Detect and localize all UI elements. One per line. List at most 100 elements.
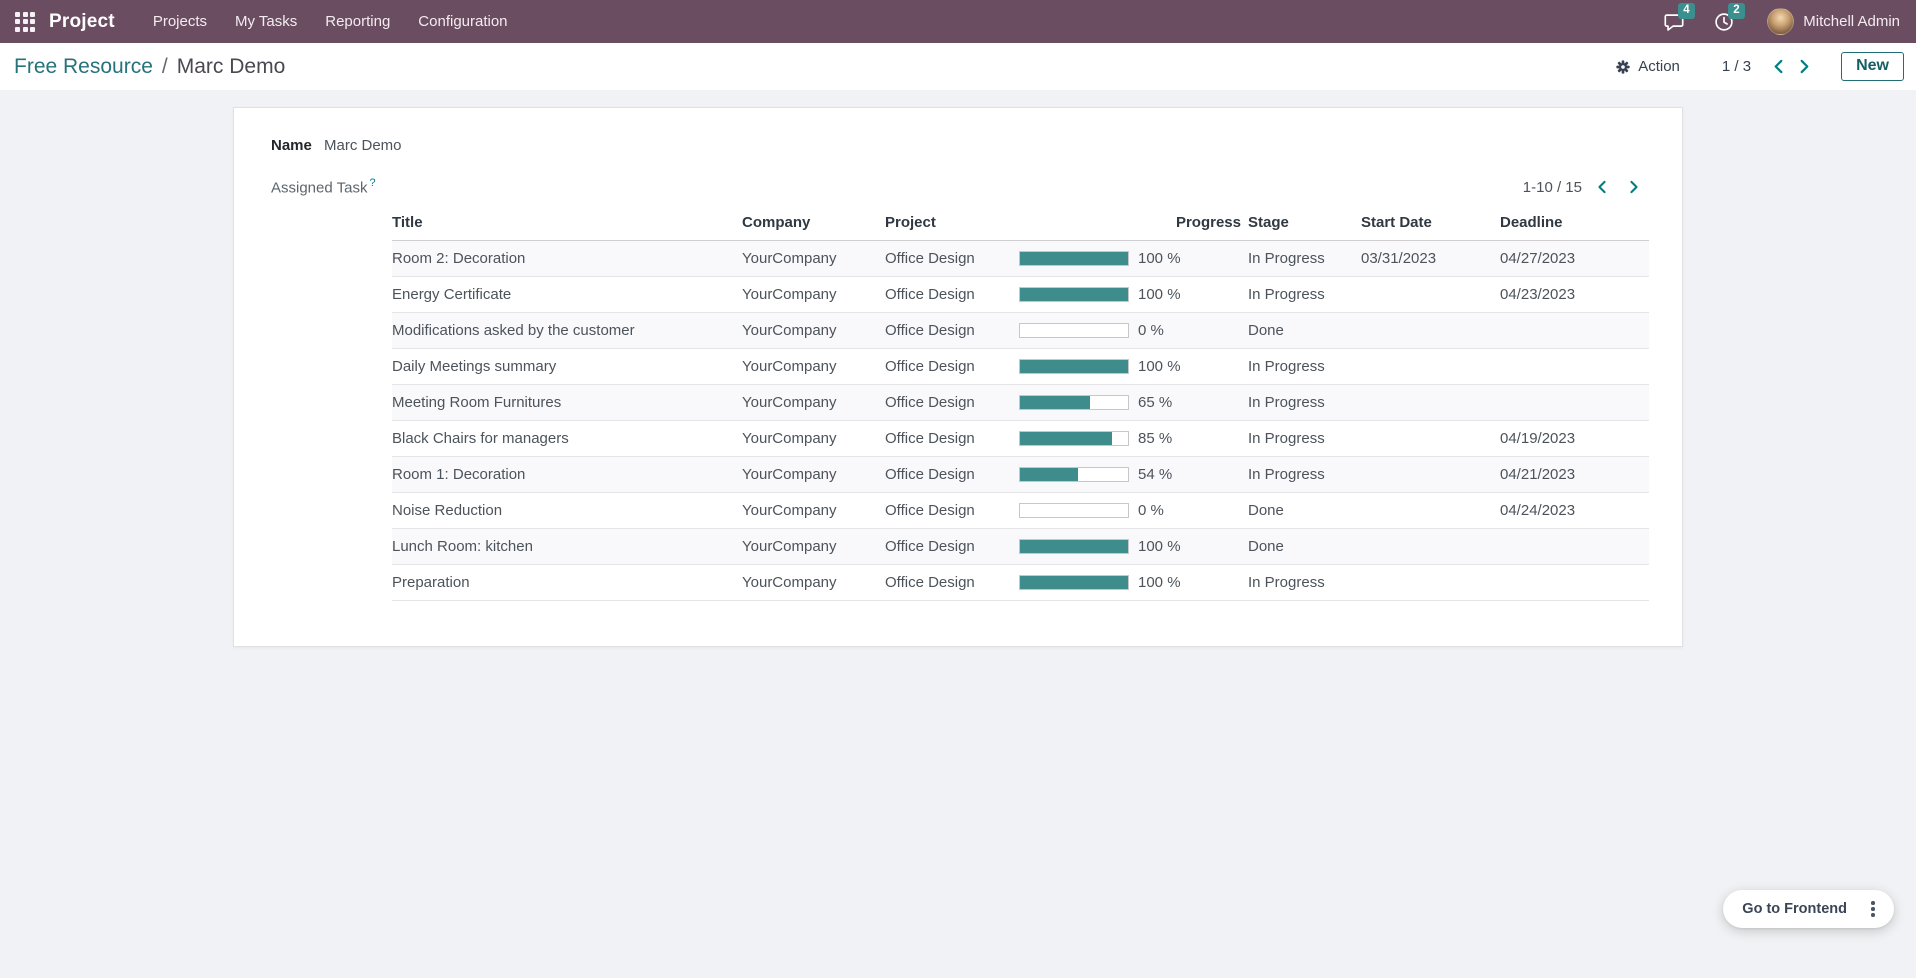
task-row[interactable]: Lunch Room: kitchen YourCompany Office D… <box>392 529 1649 565</box>
cell-stage: In Progress <box>1241 565 1354 601</box>
cell-deadline <box>1493 349 1649 385</box>
progress-bar-fill <box>1020 396 1090 409</box>
task-row[interactable]: Modifications asked by the customer Your… <box>392 313 1649 349</box>
progress-label: 100 % <box>1138 250 1181 267</box>
progress-bar <box>1019 287 1129 302</box>
cell-start-date <box>1354 421 1493 457</box>
progress-label: 65 % <box>1138 394 1172 411</box>
record-pager-previous-button[interactable] <box>1765 54 1791 80</box>
activities-button[interactable]: 2 <box>1713 10 1737 34</box>
cell-start-date <box>1354 313 1493 349</box>
menu-my-tasks[interactable]: My Tasks <box>221 0 311 43</box>
cell-project: Office Design <box>885 457 1019 493</box>
column-header-title[interactable]: Title <box>392 209 742 241</box>
progress-bar <box>1019 251 1129 266</box>
cell-start-date: 03/31/2023 <box>1354 241 1493 277</box>
cell-project: Office Design <box>885 277 1019 313</box>
task-row[interactable]: Noise Reduction YourCompany Office Desig… <box>392 493 1649 529</box>
record-pager-counter: 1 / 3 <box>1722 58 1751 75</box>
menu-projects[interactable]: Projects <box>139 0 221 43</box>
navbar-menu: Projects My Tasks Reporting Configuratio… <box>139 0 522 43</box>
frontend-switcher: Go to Frontend <box>1723 890 1894 928</box>
user-name[interactable]: Mitchell Admin <box>1803 13 1900 30</box>
cell-project: Office Design <box>885 349 1019 385</box>
cell-company: YourCompany <box>742 349 885 385</box>
column-header-company[interactable]: Company <box>742 209 885 241</box>
progress-bar-fill <box>1020 468 1078 481</box>
cell-project: Office Design <box>885 529 1019 565</box>
breadcrumb-parent-link[interactable]: Free Resource <box>14 55 153 79</box>
task-row[interactable]: Energy Certificate YourCompany Office De… <box>392 277 1649 313</box>
progress-bar-fill <box>1020 540 1128 553</box>
task-row[interactable]: Preparation YourCompany Office Design 10… <box>392 565 1649 601</box>
progress-label: 85 % <box>1138 430 1172 447</box>
cell-title: Energy Certificate <box>392 277 742 313</box>
kebab-dots-icon <box>1871 901 1875 905</box>
cell-stage: In Progress <box>1241 349 1354 385</box>
task-row[interactable]: Meeting Room Furnitures YourCompany Offi… <box>392 385 1649 421</box>
assigned-task-label: Assigned Task <box>271 179 367 196</box>
menu-configuration[interactable]: Configuration <box>404 0 521 43</box>
column-header-start-date[interactable]: Start Date <box>1354 209 1493 241</box>
cell-project: Office Design <box>885 421 1019 457</box>
task-row[interactable]: Black Chairs for managers YourCompany Of… <box>392 421 1649 457</box>
column-header-project[interactable]: Project <box>885 209 1019 241</box>
progress-label: 0 % <box>1138 502 1164 519</box>
action-menu-button[interactable]: Action <box>1615 58 1680 75</box>
cell-company: YourCompany <box>742 385 885 421</box>
user-avatar[interactable] <box>1767 8 1794 35</box>
go-to-frontend-button[interactable]: Go to Frontend <box>1723 890 1859 928</box>
cell-deadline <box>1493 313 1649 349</box>
cell-project: Office Design <box>885 241 1019 277</box>
cell-deadline: 04/19/2023 <box>1493 421 1649 457</box>
cell-progress: 100 % <box>1019 565 1241 601</box>
cell-start-date <box>1354 349 1493 385</box>
cell-title: Room 1: Decoration <box>392 457 742 493</box>
cell-project: Office Design <box>885 385 1019 421</box>
progress-bar <box>1019 359 1129 374</box>
progress-bar-fill <box>1020 288 1128 301</box>
messages-button[interactable]: 4 <box>1663 10 1687 34</box>
cell-start-date <box>1354 385 1493 421</box>
progress-label: 0 % <box>1138 322 1164 339</box>
cell-project: Office Design <box>885 565 1019 601</box>
app-brand[interactable]: Project <box>49 11 115 33</box>
list-pager-next-button[interactable] <box>1622 175 1646 199</box>
column-header-stage[interactable]: Stage <box>1241 209 1354 241</box>
cell-stage: In Progress <box>1241 241 1354 277</box>
progress-bar-fill <box>1020 576 1128 589</box>
task-row[interactable]: Room 2: Decoration YourCompany Office De… <box>392 241 1649 277</box>
list-pager-counter: 1-10 / 15 <box>1523 179 1582 196</box>
record-pager-next-button[interactable] <box>1791 54 1817 80</box>
list-pager-previous-button[interactable] <box>1590 175 1614 199</box>
form-sheet: Name Marc Demo Assigned Task? 1-10 / 15 <box>233 107 1683 647</box>
help-tooltip-marker[interactable]: ? <box>369 177 375 189</box>
name-field-value[interactable]: Marc Demo <box>324 137 402 154</box>
cell-progress: 100 % <box>1019 529 1241 565</box>
cell-project: Office Design <box>885 313 1019 349</box>
progress-label: 100 % <box>1138 358 1181 375</box>
apps-grid-icon[interactable] <box>15 12 35 32</box>
cell-company: YourCompany <box>742 529 885 565</box>
cell-company: YourCompany <box>742 565 885 601</box>
cell-stage: Done <box>1241 529 1354 565</box>
column-header-progress[interactable]: Progress <box>1019 209 1241 241</box>
cell-progress: 100 % <box>1019 277 1241 313</box>
top-navbar: Project Projects My Tasks Reporting Conf… <box>0 0 1916 43</box>
cell-progress: 0 % <box>1019 493 1241 529</box>
cell-progress: 54 % <box>1019 457 1241 493</box>
progress-label: 100 % <box>1138 286 1181 303</box>
cell-company: YourCompany <box>742 313 885 349</box>
kebab-menu-button[interactable] <box>1859 895 1887 923</box>
task-row[interactable]: Daily Meetings summary YourCompany Offic… <box>392 349 1649 385</box>
cell-title: Meeting Room Furnitures <box>392 385 742 421</box>
task-row[interactable]: Room 1: Decoration YourCompany Office De… <box>392 457 1649 493</box>
progress-bar <box>1019 575 1129 590</box>
cell-deadline <box>1493 385 1649 421</box>
cell-deadline: 04/27/2023 <box>1493 241 1649 277</box>
menu-reporting[interactable]: Reporting <box>311 0 404 43</box>
progress-bar-fill <box>1020 360 1128 373</box>
new-record-button[interactable]: New <box>1841 52 1904 81</box>
progress-bar <box>1019 503 1129 518</box>
column-header-deadline[interactable]: Deadline <box>1493 209 1649 241</box>
